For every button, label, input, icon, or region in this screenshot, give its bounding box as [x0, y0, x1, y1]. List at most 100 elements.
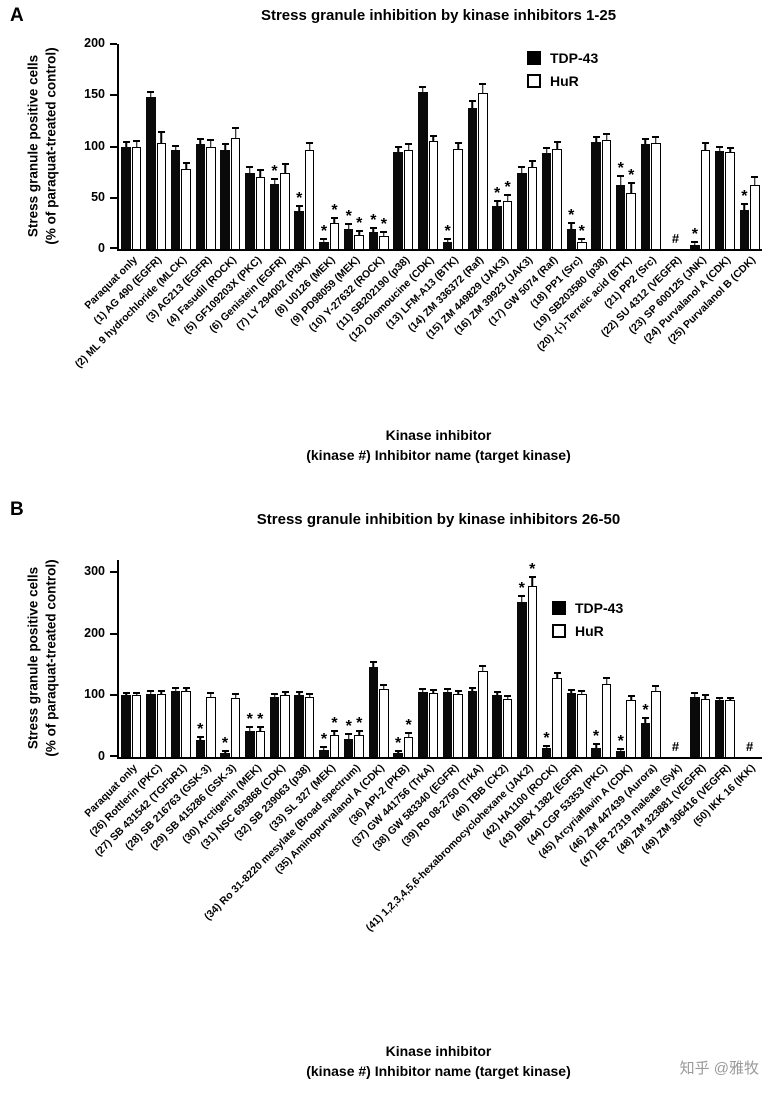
error-bar [320, 237, 328, 242]
error-bar [691, 692, 699, 696]
error-bar [232, 692, 240, 698]
hur-bar [428, 141, 439, 249]
significance-asterisk: * [246, 711, 253, 729]
panel-a-title: Stress granule inhibition by kinase inhi… [260, 7, 617, 24]
error-bar [295, 204, 303, 211]
hur-bar [577, 241, 587, 249]
panel-b-y-axis-title: Stress granule positive cells (% of para… [24, 559, 59, 756]
tdp43-bar [467, 691, 478, 757]
error-bar [726, 146, 734, 152]
tdp43-bar [245, 731, 255, 757]
hur-bar [230, 697, 241, 757]
hur-bar [478, 670, 488, 757]
hur-bar [181, 169, 191, 249]
error-bar [578, 689, 586, 694]
significance-asterisk: * [197, 720, 204, 738]
significance-asterisk: * [444, 222, 451, 240]
error-bar [528, 576, 536, 585]
error-bar [147, 91, 155, 97]
hur-bar [626, 699, 636, 757]
hur-bar [725, 151, 735, 249]
tdp43-bar [269, 184, 280, 249]
significance-asterisk: * [271, 163, 278, 181]
tdp43-bar [615, 751, 626, 757]
hur-bar [601, 140, 612, 249]
tdp43-bar [566, 228, 577, 249]
significance-asterisk: * [331, 202, 338, 220]
error-bar [493, 690, 501, 695]
error-bar [256, 169, 264, 177]
significance-asterisk: * [356, 715, 363, 733]
tdp43-bar [319, 749, 329, 757]
error-bar [429, 688, 437, 693]
error-bar [345, 223, 353, 228]
tdp43-bar [170, 149, 181, 249]
error-bar [479, 664, 487, 671]
hur-bar [403, 737, 414, 757]
significance-asterisk: * [642, 701, 649, 719]
significance-asterisk: * [356, 214, 363, 232]
error-bar [553, 671, 561, 678]
hur-bar [750, 185, 760, 249]
tdp43-bar [220, 753, 230, 757]
y-axis-tick [110, 145, 117, 148]
error-bar [271, 178, 278, 184]
error-bar [691, 240, 699, 245]
error-bar [429, 135, 437, 141]
error-bar [369, 226, 377, 232]
error-bar [543, 744, 551, 749]
legend-label-tdp43: TDP-43 [575, 600, 624, 616]
y-axis-tick [110, 247, 117, 249]
error-bar [157, 689, 165, 694]
hur-bar [700, 698, 711, 757]
panel-a-plot-area: 0 50 100 150 200 Paraquat only (1) AG 490 (EGF… [73, 36, 762, 370]
error-bar [567, 222, 575, 228]
hur-bar [453, 694, 463, 757]
error-bar [454, 142, 462, 148]
error-bar [246, 726, 254, 731]
error-bar [122, 141, 130, 146]
tdp43-bar [690, 244, 700, 249]
tdp43-bar [245, 173, 255, 249]
hur-bar [552, 678, 562, 757]
error-bar [306, 142, 314, 149]
panel-a-letter: A [10, 5, 24, 26]
hur-bar [502, 200, 513, 249]
tdp43-bar [368, 231, 379, 249]
hur-bar [601, 683, 612, 757]
error-bar [182, 687, 190, 691]
y-axis-title-line1: Stress granule positive cells [25, 54, 41, 238]
tdp43-bar [195, 740, 206, 757]
significance-asterisk: * [405, 717, 412, 735]
error-bar [627, 694, 635, 700]
error-bar [207, 139, 215, 146]
significance-asterisk: * [617, 732, 624, 750]
y-axis-tick [110, 571, 117, 574]
error-bar [641, 138, 649, 144]
significance-asterisk: * [741, 187, 748, 205]
error-bar [518, 594, 526, 602]
significance-asterisk: * [691, 225, 699, 243]
error-bar [320, 745, 328, 750]
hur-bar [255, 731, 266, 757]
not-determined-mark: # [671, 231, 680, 246]
significance-asterisk: * [395, 735, 402, 753]
significance-asterisk: * [504, 178, 511, 196]
error-bar [306, 692, 314, 697]
tdp43-bar [690, 696, 700, 757]
error-bar [172, 686, 180, 691]
error-bar [553, 141, 561, 148]
tdp43-bar [393, 151, 403, 249]
error-bar [518, 166, 526, 173]
y-axis-tick-label: 100 [84, 138, 105, 153]
y-axis-title-line1: Stress granule positive cells [25, 566, 41, 750]
hur-bar [502, 699, 513, 757]
error-bar [617, 747, 625, 752]
error-bar [133, 140, 141, 146]
hur-bar [651, 691, 661, 757]
error-bar [295, 690, 303, 695]
error-bar [221, 750, 229, 753]
hur-bar [527, 585, 538, 757]
tdp43-swatch-icon [527, 51, 541, 65]
panel-b-letter: B [10, 499, 24, 520]
